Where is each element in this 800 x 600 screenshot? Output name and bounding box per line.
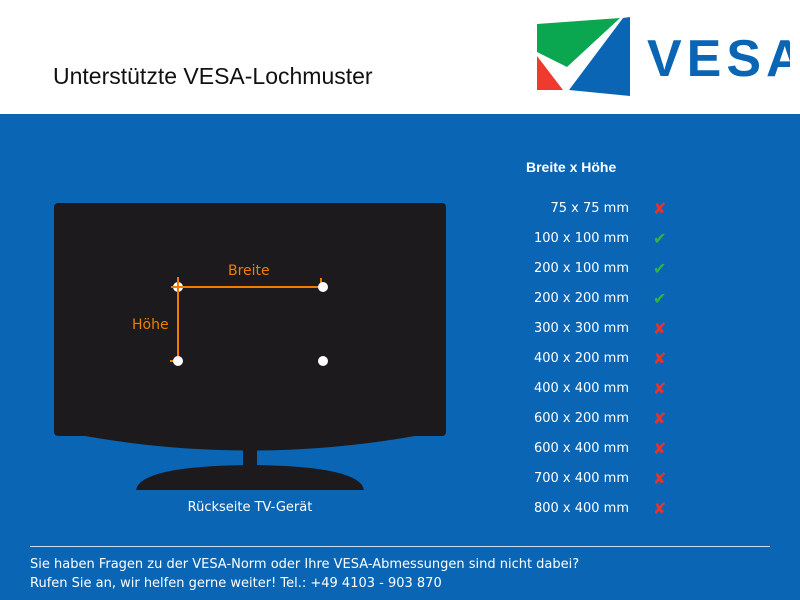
- cross-icon: ✘: [653, 409, 667, 428]
- list-item: 700 x 400 mm ✘: [500, 469, 680, 491]
- size-label: 200 x 200 mm: [533, 291, 629, 306]
- size-label: 75 x 75 mm: [550, 201, 629, 216]
- list-heading: Breite x Höhe: [526, 159, 617, 175]
- list-item: 75 x 75 mm ✘: [500, 199, 680, 221]
- size-label: 600 x 200 mm: [533, 411, 629, 426]
- size-label: 200 x 100 mm: [533, 261, 629, 276]
- list-item: 200 x 100 mm ✔: [500, 259, 680, 281]
- divider: [30, 546, 770, 547]
- width-label: Breite: [228, 263, 270, 279]
- cross-icon: ✘: [653, 199, 667, 218]
- tv-caption: Rückseite TV-Gerät: [187, 500, 313, 515]
- size-label: 700 x 400 mm: [533, 471, 629, 486]
- list-item: 300 x 300 mm ✘: [500, 319, 680, 341]
- list-item: 600 x 200 mm ✘: [500, 409, 680, 431]
- footer-line-1: Sie haben Fragen zu der VESA-Norm oder I…: [30, 557, 580, 572]
- list-item: 600 x 400 mm ✘: [500, 439, 680, 461]
- footer-line-2: Rufen Sie an, wir helfen gerne weiter! T…: [30, 576, 442, 591]
- size-label: 400 x 200 mm: [533, 351, 629, 366]
- cross-icon: ✘: [653, 439, 667, 458]
- cross-icon: ✘: [653, 349, 667, 368]
- list-item: 200 x 200 mm ✔: [500, 289, 680, 311]
- size-label: 400 x 400 mm: [533, 381, 629, 396]
- height-label: Höhe: [132, 317, 169, 333]
- page-title: Unterstützte VESA-Lochmuster: [53, 63, 373, 89]
- cross-icon: ✘: [653, 319, 667, 338]
- cross-icon: ✘: [653, 379, 667, 398]
- tv-screen: [54, 203, 446, 436]
- size-label: 300 x 300 mm: [533, 321, 629, 336]
- tv-neck: [243, 450, 257, 468]
- vesa-logo: VESA: [537, 17, 790, 96]
- svg-text:VESA: VESA: [647, 30, 790, 88]
- list-item: 100 x 100 mm ✔: [500, 229, 680, 251]
- header: Unterstützte VESA-Lochmuster VESA: [0, 0, 800, 114]
- size-label: 800 x 400 mm: [533, 501, 629, 516]
- tv-stand: [136, 465, 364, 490]
- size-label: 100 x 100 mm: [533, 231, 629, 246]
- check-icon: ✔: [653, 289, 667, 308]
- list-item: 400 x 400 mm ✘: [500, 379, 680, 401]
- size-label: 600 x 400 mm: [533, 441, 629, 456]
- check-icon: ✔: [653, 229, 667, 248]
- cross-icon: ✘: [653, 469, 667, 488]
- check-icon: ✔: [653, 259, 667, 278]
- list-item: 800 x 400 mm ✘: [500, 499, 680, 521]
- cross-icon: ✘: [653, 499, 667, 518]
- list-item: 400 x 200 mm ✘: [500, 349, 680, 371]
- mount-holes: [173, 282, 328, 366]
